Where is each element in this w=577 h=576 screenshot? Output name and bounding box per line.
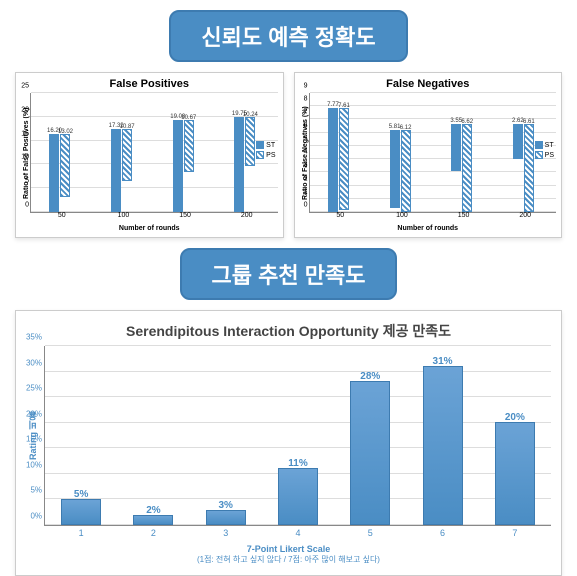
header-satisfaction: 그룹 추천 만족도 [180,248,398,300]
lower-xsub: (1점: 전혀 하고 싶지 않다 / 7점: 아주 많이 해보고 싶다) [26,554,551,565]
chart-satisfaction: Serendipitous Interaction Opportunity 제공… [15,310,562,576]
fn-title: False Negatives [300,78,557,90]
lower-title: Serendipitous Interaction Opportunity 제공… [26,321,551,341]
top-charts-row: False Positives Ratio of False Positives… [0,72,577,238]
fn-plot: 01234567897.777.61505.816.121003.556.621… [309,93,557,213]
fp-legend: STPS [256,141,275,161]
fp-title: False Positives [21,78,278,90]
chart-false-positives: False Positives Ratio of False Positives… [15,72,284,238]
lower-plot: 0%5%10%15%20%25%30%35%5%12%23%311%428%53… [44,346,551,526]
header-accuracy: 신뢰도 예측 정확도 [169,10,407,62]
fp-plot: 051015202516.2013.025017.3210.8710019.08… [30,93,278,213]
lower-xlabel: 7-Point Likert Scale [26,544,551,554]
chart-false-negatives: False Negatives Ratio of False Negatives… [294,72,563,238]
fp-xlabel: Number of rounds [21,225,278,232]
fn-legend: STPS [535,141,554,161]
fn-xlabel: Number of rounds [300,225,557,232]
